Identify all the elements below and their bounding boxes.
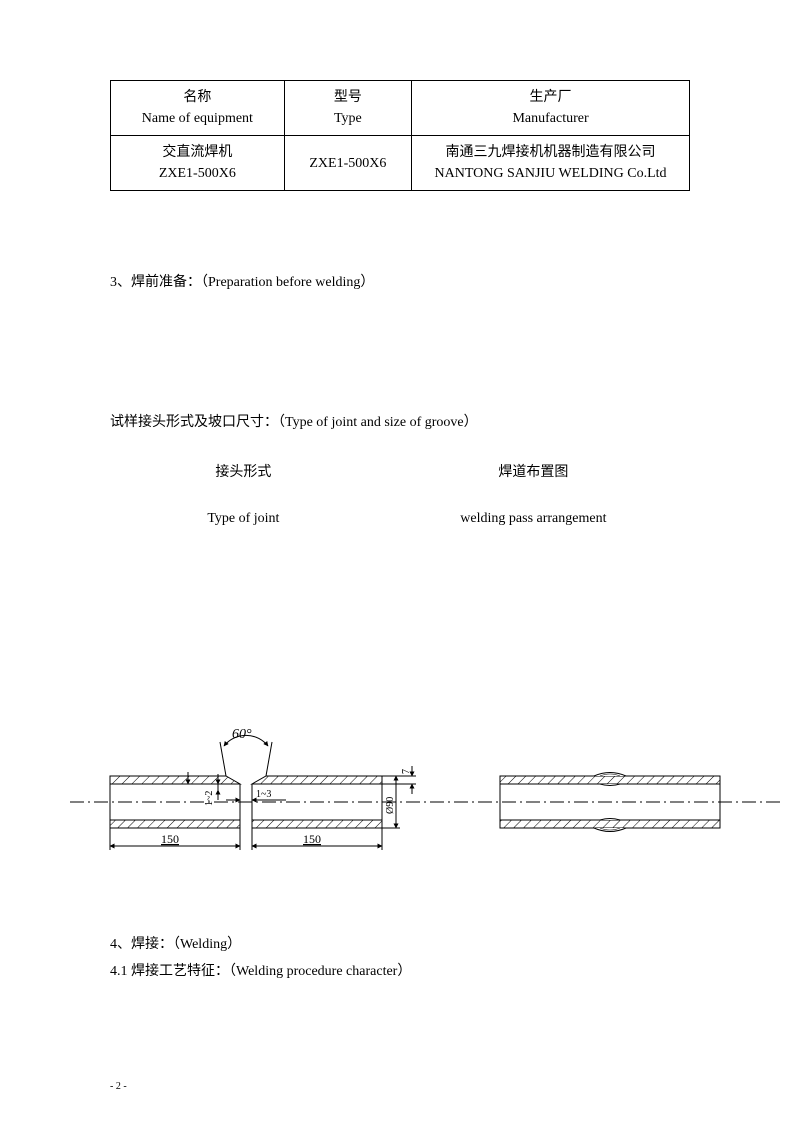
header-mfr-cn: 生产厂 [530, 90, 572, 105]
cell-name: 交直流焊机 ZXE1-500X6 [111, 136, 285, 191]
svg-text:150: 150 [303, 832, 321, 846]
cell-type: ZXE1-500X6 [284, 136, 411, 191]
pass-label-en: welding pass arrangement [377, 511, 690, 527]
header-name-en: Name of equipment [142, 111, 253, 126]
cell-name-en: ZXE1-500X6 [159, 166, 236, 181]
header-mfr: 生产厂 Manufacturer [412, 81, 690, 136]
joint-diagram: 60° 1~3 1~2 Ø90 7 150 150 [70, 697, 760, 892]
section-4-1-heading: 4.1 焊接工艺特征：（Welding procedure character） [110, 959, 690, 986]
joint-label-en: Type of joint [110, 511, 377, 527]
pass-label-cn: 焊道布置图 [377, 461, 690, 481]
cell-mfr: 南通三九焊接机机器制造有限公司 NANTONG SANJIU WELDING C… [412, 136, 690, 191]
svg-text:1~2: 1~2 [204, 791, 215, 806]
diagram-labels-row: 接头形式 Type of joint 焊道布置图 welding pass ar… [110, 461, 690, 557]
header-type-cn: 型号 [334, 90, 362, 105]
section-4-heading: 4、焊接：（Welding） [110, 932, 690, 959]
svg-text:Ø90: Ø90 [385, 797, 396, 814]
header-name: 名称 Name of equipment [111, 81, 285, 136]
table-data-row: 交直流焊机 ZXE1-500X6 ZXE1-500X6 南通三九焊接机机器制造有… [111, 136, 690, 191]
svg-text:1~3: 1~3 [256, 789, 271, 800]
header-mfr-en: Manufacturer [512, 111, 588, 126]
page-number: - 2 - [110, 1081, 127, 1092]
svg-text:7: 7 [401, 769, 412, 774]
header-type-en: Type [334, 111, 362, 126]
cell-mfr-en: NANTONG SANJIU WELDING Co.Ltd [435, 166, 667, 181]
joint-label-col: 接头形式 Type of joint [110, 461, 377, 557]
cell-type-val: ZXE1-500X6 [309, 156, 386, 171]
pass-label-col: 焊道布置图 welding pass arrangement [377, 461, 690, 557]
svg-text:150: 150 [161, 832, 179, 846]
section-3-heading: 3、焊前准备：（Preparation before welding） [110, 271, 690, 291]
cell-mfr-cn: 南通三九焊接机机器制造有限公司 [446, 145, 656, 160]
header-type: 型号 Type [284, 81, 411, 136]
equipment-table: 名称 Name of equipment 型号 Type 生产厂 Manufac… [110, 80, 690, 191]
header-name-cn: 名称 [183, 90, 211, 105]
svg-text:60°: 60° [232, 727, 252, 742]
section-4: 4、焊接：（Welding） 4.1 焊接工艺特征：（Welding proce… [110, 932, 690, 985]
joint-label-cn: 接头形式 [110, 461, 377, 481]
table-header-row: 名称 Name of equipment 型号 Type 生产厂 Manufac… [111, 81, 690, 136]
joint-groove-heading: 试样接头形式及坡口尺寸：（Type of joint and size of g… [110, 411, 690, 431]
cell-name-cn: 交直流焊机 [162, 145, 232, 160]
